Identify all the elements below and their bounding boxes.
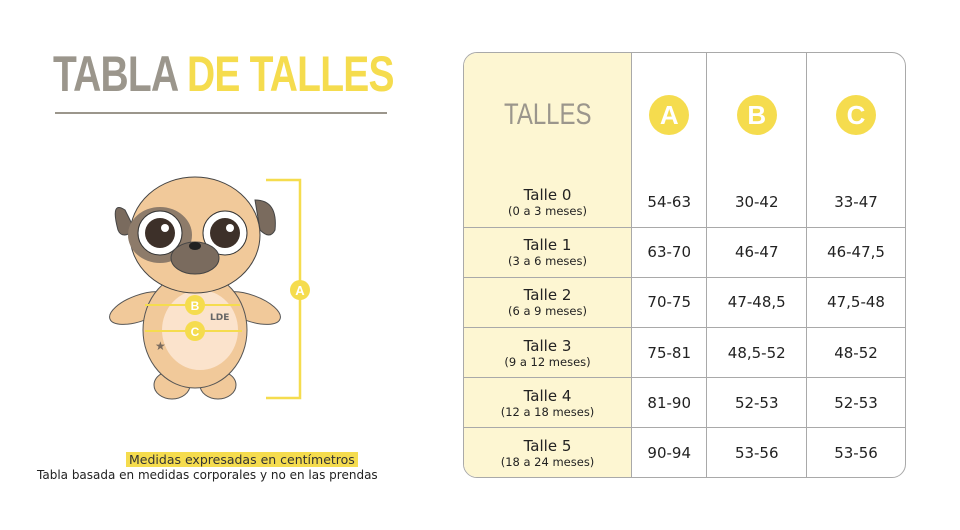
size-cell: Talle 1 (3 a 6 meses) xyxy=(464,227,632,278)
star-icon: ★ xyxy=(155,339,166,353)
header-col-a: A xyxy=(632,53,708,178)
units-note: Medidas expresadas en centímetros xyxy=(126,452,358,467)
size-cell: Talle 0 (0 a 3 meses) xyxy=(464,177,632,228)
measure-cell: 81-90 xyxy=(632,378,708,429)
size-age: (18 a 24 meses) xyxy=(500,454,595,469)
size-name: Talle 1 xyxy=(523,236,572,255)
size-cell: Talle 3 (9 a 12 meses) xyxy=(464,328,632,379)
badge-a: A xyxy=(649,95,690,136)
table-row: Talle 1 (3 a 6 meses) 63-70 46-47 46-47,5 xyxy=(464,227,905,278)
size-cell: Talle 5 (18 a 24 meses) xyxy=(464,428,632,477)
header-col-c: C xyxy=(807,53,905,178)
header-label: TALLES xyxy=(503,98,592,132)
measure-cell: 53-56 xyxy=(707,428,808,477)
measure-cell: 46-47 xyxy=(707,227,808,278)
measure-cell: 48,5-52 xyxy=(707,328,808,379)
measure-cell: 33-47 xyxy=(807,178,905,228)
lde-logo: LDE xyxy=(210,313,229,323)
label-a: A xyxy=(295,283,305,298)
size-table: TALLES A B C Talle 0 (0 a 3 meses) 54-63 30… xyxy=(463,52,906,478)
table-row: Talle 3 (9 a 12 meses) 75-81 48,5-52 48-52 xyxy=(464,328,905,379)
size-age: (3 a 6 meses) xyxy=(508,254,587,269)
title-divider xyxy=(55,112,387,114)
measure-cell: 52-53 xyxy=(707,378,808,429)
size-age: (12 a 18 meses) xyxy=(500,404,595,419)
measure-cell: 75-81 xyxy=(632,328,708,379)
label-b: B xyxy=(191,299,200,313)
measure-cell: 30-42 xyxy=(707,177,808,228)
title-part2: DE TALLES xyxy=(186,46,395,102)
size-name: Talle 3 xyxy=(523,336,572,355)
measure-cell: 48-52 xyxy=(807,328,905,379)
table-header-row: TALLES A B C xyxy=(464,53,905,178)
badge-c: C xyxy=(836,95,877,136)
page-title: TABLA DE TALLES xyxy=(53,46,395,102)
size-name: Talle 0 xyxy=(523,186,572,205)
size-age: (6 a 9 meses) xyxy=(508,304,587,319)
measure-cell: 54-63 xyxy=(632,177,708,228)
size-age: (0 a 3 meses) xyxy=(508,204,587,219)
measure-guides: A xyxy=(266,178,310,400)
table-row: Talle 2 (6 a 9 meses) 70-75 47-48,5 47,5-48 xyxy=(464,277,905,329)
table-row: Talle 0 (0 a 3 meses) 54-63 30-42 33-47 xyxy=(464,177,905,228)
measure-cell: 63-70 xyxy=(632,227,708,278)
size-name: Talle 2 xyxy=(523,286,572,305)
measure-cell: 90-94 xyxy=(632,428,708,477)
measure-cell: 47,5-48 xyxy=(807,278,905,329)
measure-cell: 47-48,5 xyxy=(707,277,808,329)
measure-cell: 46-47,5 xyxy=(807,228,905,278)
badge-b: B xyxy=(736,95,777,136)
size-name: Talle 5 xyxy=(523,436,572,455)
label-c: C xyxy=(191,325,200,339)
measure-cell: 53-56 xyxy=(834,443,878,462)
size-cell: Talle 4 (12 a 18 meses) xyxy=(464,378,632,429)
size-age: (9 a 12 meses) xyxy=(504,354,591,369)
measure-cell: 70-75 xyxy=(632,277,708,329)
size-cell: Talle 2 (6 a 9 meses) xyxy=(464,277,632,329)
header-col-b: B xyxy=(707,53,808,178)
basis-note: Tabla basada en medidas corporales y no … xyxy=(37,468,378,482)
measure-cell: 52-53 xyxy=(807,378,905,429)
table-row: Talle 4 (12 a 18 meses) 81-90 52-53 52-53 xyxy=(464,378,905,429)
header-talles: TALLES xyxy=(464,53,632,178)
size-name: Talle 4 xyxy=(523,386,572,405)
title-part1: TABLA xyxy=(53,46,178,102)
table-row: Talle 5 (18 a 24 meses) 90-94 53-56 53-56 xyxy=(464,428,905,477)
pug-illustration: A B C LDE ★ xyxy=(109,176,310,400)
